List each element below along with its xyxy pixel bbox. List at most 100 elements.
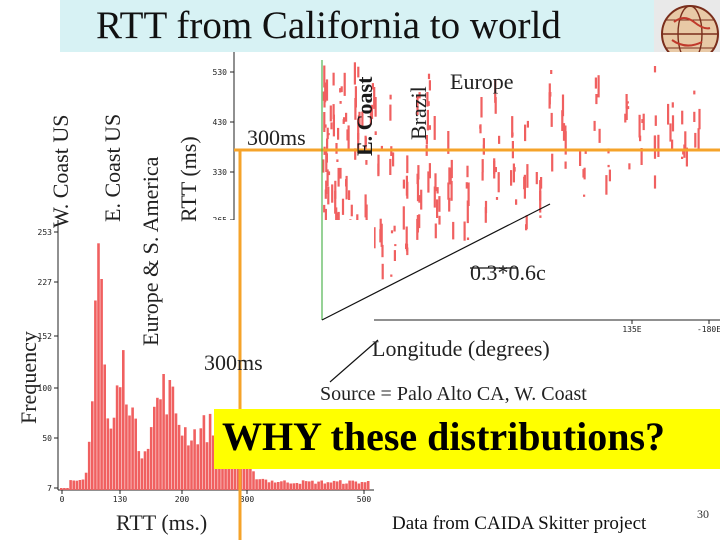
scatter-point	[339, 101, 342, 104]
histogram-bar	[87, 441, 91, 490]
histogram-bar	[134, 418, 137, 490]
histogram-bar	[286, 482, 289, 490]
scatter-point	[325, 79, 329, 101]
scatter-point	[323, 65, 326, 88]
scatter-point	[381, 244, 384, 258]
scatter-point	[418, 92, 421, 99]
scatter-point	[342, 119, 345, 124]
histogram-bar	[153, 406, 156, 490]
histogram-bar	[199, 428, 203, 490]
scatter-point	[380, 145, 383, 149]
scatter-x-axis-label: Longitude (degrees)	[372, 336, 550, 361]
scatter-point	[425, 135, 428, 145]
scatter-point	[402, 206, 405, 230]
scatter-point	[371, 83, 374, 90]
scatter-point	[625, 94, 628, 109]
scatter-point	[392, 152, 395, 167]
scatter-point	[340, 86, 343, 93]
scatter-point	[323, 94, 326, 108]
scatter-point	[494, 79, 497, 103]
scatter-point	[448, 197, 451, 212]
histogram-label-e-coast: E. Coast US	[100, 113, 125, 222]
scatter-point	[405, 175, 408, 196]
page-title: RTT from California to world	[96, 4, 561, 47]
scatter-point	[669, 123, 672, 142]
histogram-bar	[317, 481, 320, 490]
scatter-point	[337, 127, 340, 140]
histogram-bar	[165, 414, 168, 490]
histogram-y-tick-label: 253	[38, 228, 53, 237]
scatter-point	[330, 122, 333, 130]
scatter-point	[698, 108, 701, 130]
scatter-point	[539, 215, 542, 218]
scatter-point	[693, 111, 696, 122]
scatter-point	[426, 92, 429, 107]
scatter-point	[379, 218, 382, 237]
histogram-bar	[106, 418, 110, 490]
scatter-point	[671, 115, 675, 132]
scatter-point	[694, 132, 697, 148]
scatter-point	[434, 223, 437, 239]
histogram-bar	[277, 482, 280, 490]
e-coast-annotation: E. Coast	[352, 76, 377, 156]
scatter-point	[364, 137, 367, 145]
histogram-bar	[78, 480, 82, 490]
histogram-bar	[249, 467, 252, 490]
scatter-point	[467, 182, 470, 206]
histogram-bar	[177, 424, 181, 490]
scatter-point	[653, 175, 657, 189]
scatter-point	[598, 128, 601, 143]
histogram-bar	[227, 449, 230, 490]
scatter-point	[465, 182, 468, 189]
scatter-point	[479, 125, 482, 129]
scatter-x-tick-label: 135E	[622, 325, 641, 334]
why-question: WHY these distributions?	[222, 414, 666, 459]
histogram-bar	[339, 480, 342, 490]
scatter-point	[324, 124, 327, 128]
histogram-bar	[304, 481, 308, 490]
scatter-point	[561, 110, 564, 131]
histogram-bar	[72, 480, 75, 490]
histogram-bar	[75, 480, 79, 490]
scatter-point	[436, 187, 439, 194]
histogram-y-tick-label: 227	[38, 278, 53, 287]
scatter-point	[627, 106, 630, 110]
scatter-point	[564, 131, 567, 155]
histogram-bar	[162, 374, 165, 490]
scatter-point	[448, 167, 451, 185]
scatter-point	[526, 164, 529, 188]
histogram-bar	[63, 488, 66, 490]
histogram-bar	[146, 448, 150, 490]
scatter-point	[337, 211, 340, 225]
scatter-point	[653, 66, 657, 73]
scatter-point	[484, 200, 488, 214]
scatter-point	[498, 135, 501, 144]
scatter-point	[365, 160, 368, 165]
source-annotation: Source = Palo Alto CA, W. Coast	[320, 383, 587, 405]
scatter-point	[450, 180, 453, 201]
scatter-point	[350, 204, 353, 217]
scatter-point	[373, 87, 376, 109]
scatter-point	[535, 172, 538, 185]
histogram-bar	[208, 413, 212, 490]
scatter-point	[605, 175, 608, 195]
histogram-bar	[109, 428, 113, 490]
scatter-point	[433, 116, 436, 140]
scatter-point	[428, 80, 431, 91]
scatter-point	[339, 88, 342, 93]
scatter-point	[512, 163, 515, 183]
scatter-point	[354, 148, 357, 160]
histogram-bar	[168, 380, 172, 490]
scatter-point	[354, 86, 357, 108]
scatter-point	[628, 163, 631, 170]
scatter-point	[511, 116, 514, 138]
scatter-point	[427, 101, 430, 106]
scatter-point	[405, 243, 408, 250]
scatter-point	[428, 163, 431, 179]
scatter-y-axis-label: RTT (ms)	[176, 136, 201, 222]
histogram-bar	[280, 481, 283, 490]
scatter-point	[684, 131, 687, 151]
histogram-bar	[342, 483, 345, 490]
histogram-label-w-coast: W. Coast US	[48, 114, 73, 228]
